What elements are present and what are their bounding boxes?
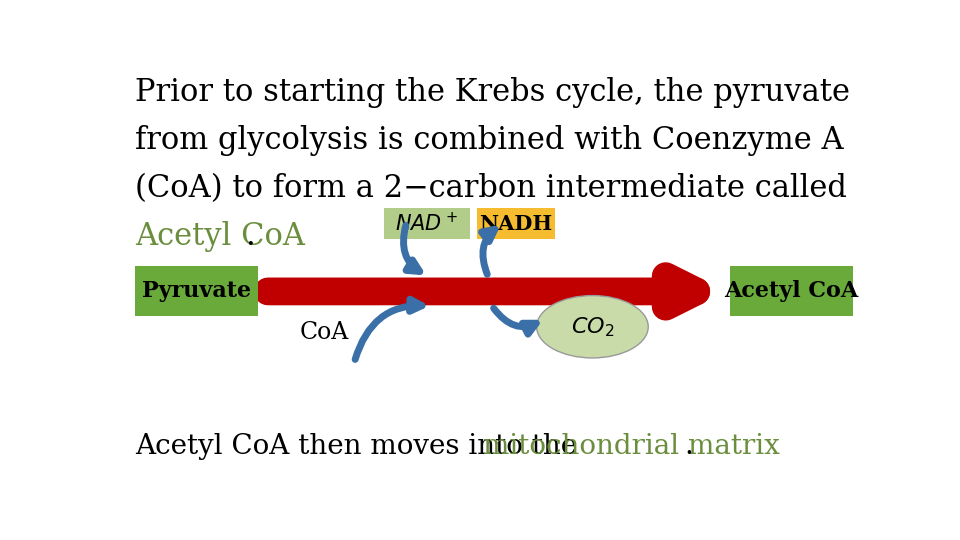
Text: (CoA) to form a 2−carbon intermediate called: (CoA) to form a 2−carbon intermediate ca… [134,173,847,204]
Text: .: . [245,221,254,252]
Text: Acetyl CoA: Acetyl CoA [134,221,305,252]
Text: NADH: NADH [480,214,553,234]
Text: $NAD^+$: $NAD^+$ [396,212,458,235]
Text: .: . [684,433,693,460]
FancyBboxPatch shape [730,266,852,316]
Text: Pyruvate: Pyruvate [142,280,251,302]
Text: mitochondrial matrix: mitochondrial matrix [483,433,780,460]
Text: Acetyl CoA then moves into the: Acetyl CoA then moves into the [134,433,586,460]
Text: $CO_2$: $CO_2$ [571,315,614,339]
FancyBboxPatch shape [384,208,469,239]
Text: Prior to starting the Krebs cycle, the pyruvate: Prior to starting the Krebs cycle, the p… [134,77,850,109]
Text: Acetyl CoA: Acetyl CoA [725,280,858,302]
Text: from glycolysis is combined with Coenzyme A: from glycolysis is combined with Coenzym… [134,125,844,156]
Ellipse shape [537,295,648,358]
FancyBboxPatch shape [477,208,555,239]
FancyBboxPatch shape [134,266,257,316]
Text: CoA: CoA [300,321,349,345]
